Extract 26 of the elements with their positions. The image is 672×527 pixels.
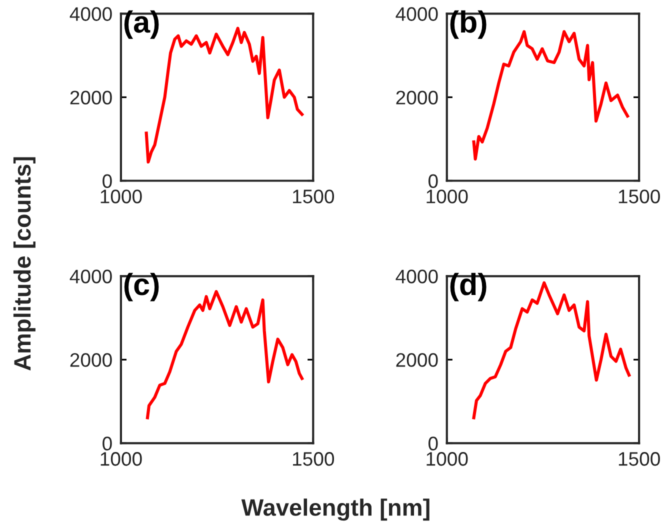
x-axis-title: Wavelength [nm]: [241, 498, 430, 521]
y-tick-label: 4000: [70, 270, 112, 284]
x-tick-label: 1000: [100, 190, 142, 204]
y-tick-label: 4000: [70, 7, 112, 21]
chart-title: (b): [450, 10, 486, 39]
x-tick-label: 1500: [618, 190, 660, 204]
x-tick-label: 1500: [293, 190, 334, 204]
y-tick-label: 0: [428, 174, 438, 188]
y-tick-label: 0: [428, 436, 438, 450]
x-tick-label: 1000: [426, 452, 468, 466]
chart-title: (a): [124, 10, 159, 39]
y-tick-label: 0: [102, 174, 112, 188]
x-tick-label: 1500: [293, 452, 334, 466]
x-tick-label: 1000: [100, 452, 142, 466]
y-tick-label: 2000: [396, 90, 438, 104]
y-tick-label: 2000: [70, 90, 112, 104]
y-tick-label: 0: [102, 436, 112, 450]
y-tick-label: 2000: [396, 353, 438, 367]
y-axis-title: Amplitude [counts]: [13, 157, 36, 370]
chart-title: (d): [450, 272, 486, 302]
chart-title: (c): [124, 272, 159, 302]
y-tick-label: 2000: [70, 353, 112, 367]
x-tick-label: 1000: [426, 190, 468, 204]
y-tick-label: 4000: [396, 7, 438, 21]
x-tick-label: 1500: [618, 452, 660, 466]
y-tick-label: 4000: [396, 270, 438, 284]
